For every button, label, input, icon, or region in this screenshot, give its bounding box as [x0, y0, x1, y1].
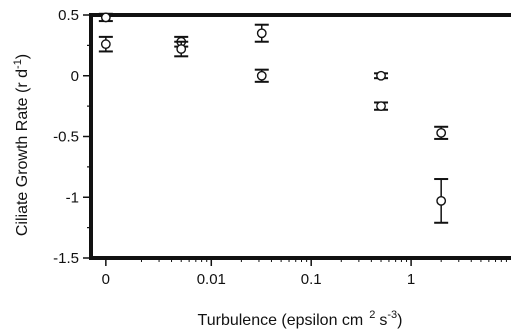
point-marker: [376, 101, 386, 112]
point-marker: [100, 39, 111, 50]
data-point: [98, 12, 113, 23]
y-tick-label: -0.5: [53, 129, 79, 146]
x-tick-label: 1: [407, 271, 415, 288]
x-tick-label: 0.01: [197, 271, 226, 288]
y-tick-label: 0.5: [58, 7, 79, 24]
data-point: [374, 101, 389, 112]
y-tick-label: -1.5: [53, 250, 79, 267]
point-marker: [100, 12, 111, 23]
data-point: [254, 68, 269, 83]
point-marker: [376, 70, 386, 81]
data-point: [98, 35, 113, 53]
x-axis: 0 0.01 0.1 1: [102, 258, 507, 288]
data-point: [174, 40, 189, 58]
point-marker: [176, 44, 187, 54]
point-marker: [436, 195, 447, 206]
x-tick-label: 0.1: [301, 271, 322, 288]
data-points: [98, 12, 449, 224]
y-axis: 0.5 0 -0.5 -1 -1.5: [53, 7, 91, 267]
x-tick-label: 0: [102, 271, 110, 288]
data-point: [374, 70, 389, 81]
data-point: [254, 23, 269, 43]
data-point: [434, 178, 449, 224]
y-tick-label: -1: [66, 189, 79, 206]
y-axis-label: Ciliate Growth Rate (r d-1): [12, 54, 31, 236]
point-marker: [256, 70, 267, 81]
point-marker: [436, 127, 447, 138]
point-marker: [256, 28, 267, 39]
y-tick-label: 0: [71, 68, 79, 85]
plot-frame: [89, 13, 511, 260]
data-point: [434, 125, 449, 140]
x-axis-label: Turbulence (epsilon cm 2 s-3): [198, 309, 403, 329]
